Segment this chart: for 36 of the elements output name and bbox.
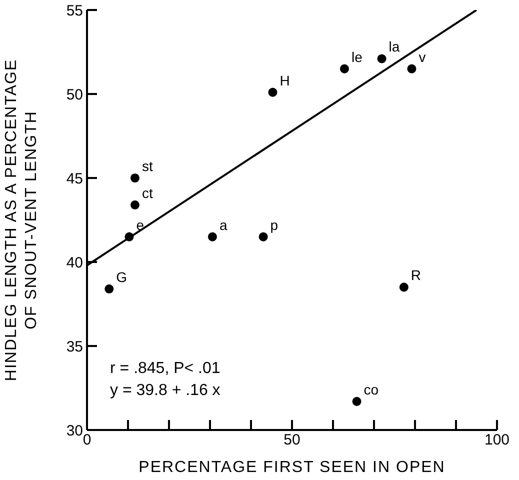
point — [377, 54, 386, 64]
y-tick-label: 55 — [66, 2, 83, 20]
annotation: le — [351, 48, 363, 65]
annotation: la — [388, 38, 400, 55]
annotation: r = .845, P< .01 — [110, 359, 220, 379]
x-tick-label: 50 — [284, 432, 300, 449]
x-tick-label: 100 — [484, 432, 510, 449]
x-axis-title: PERCENTAGE FIRST SEEN IN OPEN — [138, 459, 446, 476]
y-axis-title: HINDLEG LENGTH AS A PERCENTAGE OF SNOUT-VENT LENGTH — [3, 58, 40, 382]
annotation: G — [116, 268, 128, 285]
point — [258, 232, 268, 242]
annotation: R — [410, 267, 422, 284]
point — [130, 173, 140, 183]
y-tick-label: 35 — [66, 338, 83, 356]
annotation: H — [280, 72, 290, 88]
y-tick-label: 50 — [66, 86, 83, 104]
annotation: co — [364, 381, 379, 398]
point — [130, 200, 140, 210]
point — [124, 232, 134, 242]
point — [407, 64, 416, 74]
y-tick-label: 40 — [66, 254, 83, 272]
point — [399, 282, 408, 292]
annotation: st — [142, 158, 153, 174]
annotation: v — [418, 48, 426, 65]
point — [268, 88, 278, 97]
annotation: y = 39.8 + .16 x — [110, 381, 220, 401]
annotation: p — [270, 216, 278, 233]
y-tick-label: 30 — [66, 422, 83, 440]
x-tick-label: 0 — [82, 432, 92, 449]
point — [352, 396, 362, 406]
y-tick-label: 45 — [66, 170, 83, 188]
annotation: ct — [142, 184, 153, 201]
point — [104, 284, 114, 294]
point — [208, 232, 217, 242]
annotation: a — [219, 216, 228, 233]
point — [340, 64, 349, 74]
